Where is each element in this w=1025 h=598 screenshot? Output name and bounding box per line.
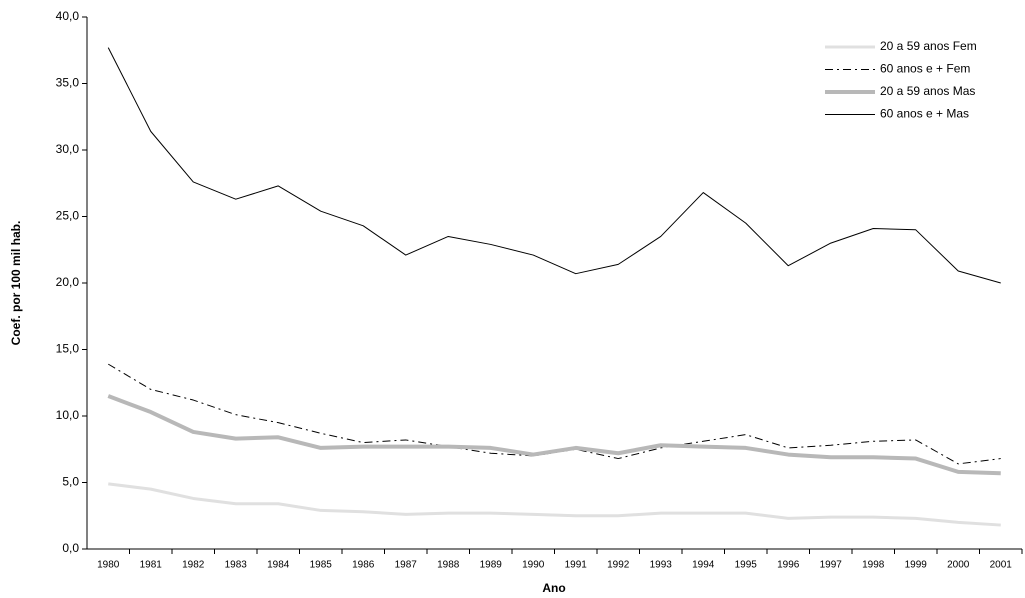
series-line xyxy=(107,394,1001,476)
legend-label: 20 a 59 anos Mas xyxy=(880,84,975,98)
series-line xyxy=(107,47,1001,284)
x-tick-label: 1981 xyxy=(140,560,163,571)
x-tick-label: 1999 xyxy=(905,560,928,571)
x-tick-label: 1990 xyxy=(522,560,545,571)
x-axis-label: Ano xyxy=(542,581,565,595)
x-tick-label: 1989 xyxy=(480,560,503,571)
x-tick-label: 1992 xyxy=(607,560,630,571)
legend-label: 20 a 59 anos Fem xyxy=(880,39,977,53)
y-tick-label: 20,0 xyxy=(56,275,80,289)
x-tick-label: 1998 xyxy=(862,560,885,571)
y-tick-label: 10,0 xyxy=(56,408,80,422)
y-tick-label: 15,0 xyxy=(56,342,80,356)
x-tick-label: 1994 xyxy=(692,560,715,571)
y-tick-label: 40,0 xyxy=(56,9,80,23)
x-tick-label: 1991 xyxy=(565,560,588,571)
x-tick-label: 1996 xyxy=(777,560,800,571)
x-tick-label: 1988 xyxy=(437,560,460,571)
legend-label: 60 anos e + Mas xyxy=(880,107,969,121)
y-tick-label: 35,0 xyxy=(56,76,80,90)
y-tick-label: 0,0 xyxy=(62,541,79,555)
x-tick-label: 1983 xyxy=(225,560,248,571)
x-tick-label: 1985 xyxy=(310,560,333,571)
x-tick-label: 2000 xyxy=(947,560,970,571)
x-tick-label: 1987 xyxy=(395,560,418,571)
x-tick-label: 1986 xyxy=(352,560,375,571)
x-tick-label: 1995 xyxy=(735,560,758,571)
y-axis-label: Coef. por 100 mil hab. xyxy=(9,221,23,346)
y-tick-label: 30,0 xyxy=(56,142,80,156)
y-tick-label: 5,0 xyxy=(62,475,79,489)
x-tick-label: 1997 xyxy=(820,560,843,571)
x-tick-label: 1984 xyxy=(267,560,290,571)
x-tick-label: 1980 xyxy=(97,560,120,571)
x-tick-label: 2001 xyxy=(990,560,1013,571)
x-tick-label: 1982 xyxy=(182,560,205,571)
series-line xyxy=(107,363,1001,465)
legend-label: 60 anos e + Fem xyxy=(880,62,970,76)
series-line xyxy=(108,482,1001,527)
y-tick-label: 25,0 xyxy=(56,209,80,223)
x-tick-label: 1993 xyxy=(650,560,673,571)
